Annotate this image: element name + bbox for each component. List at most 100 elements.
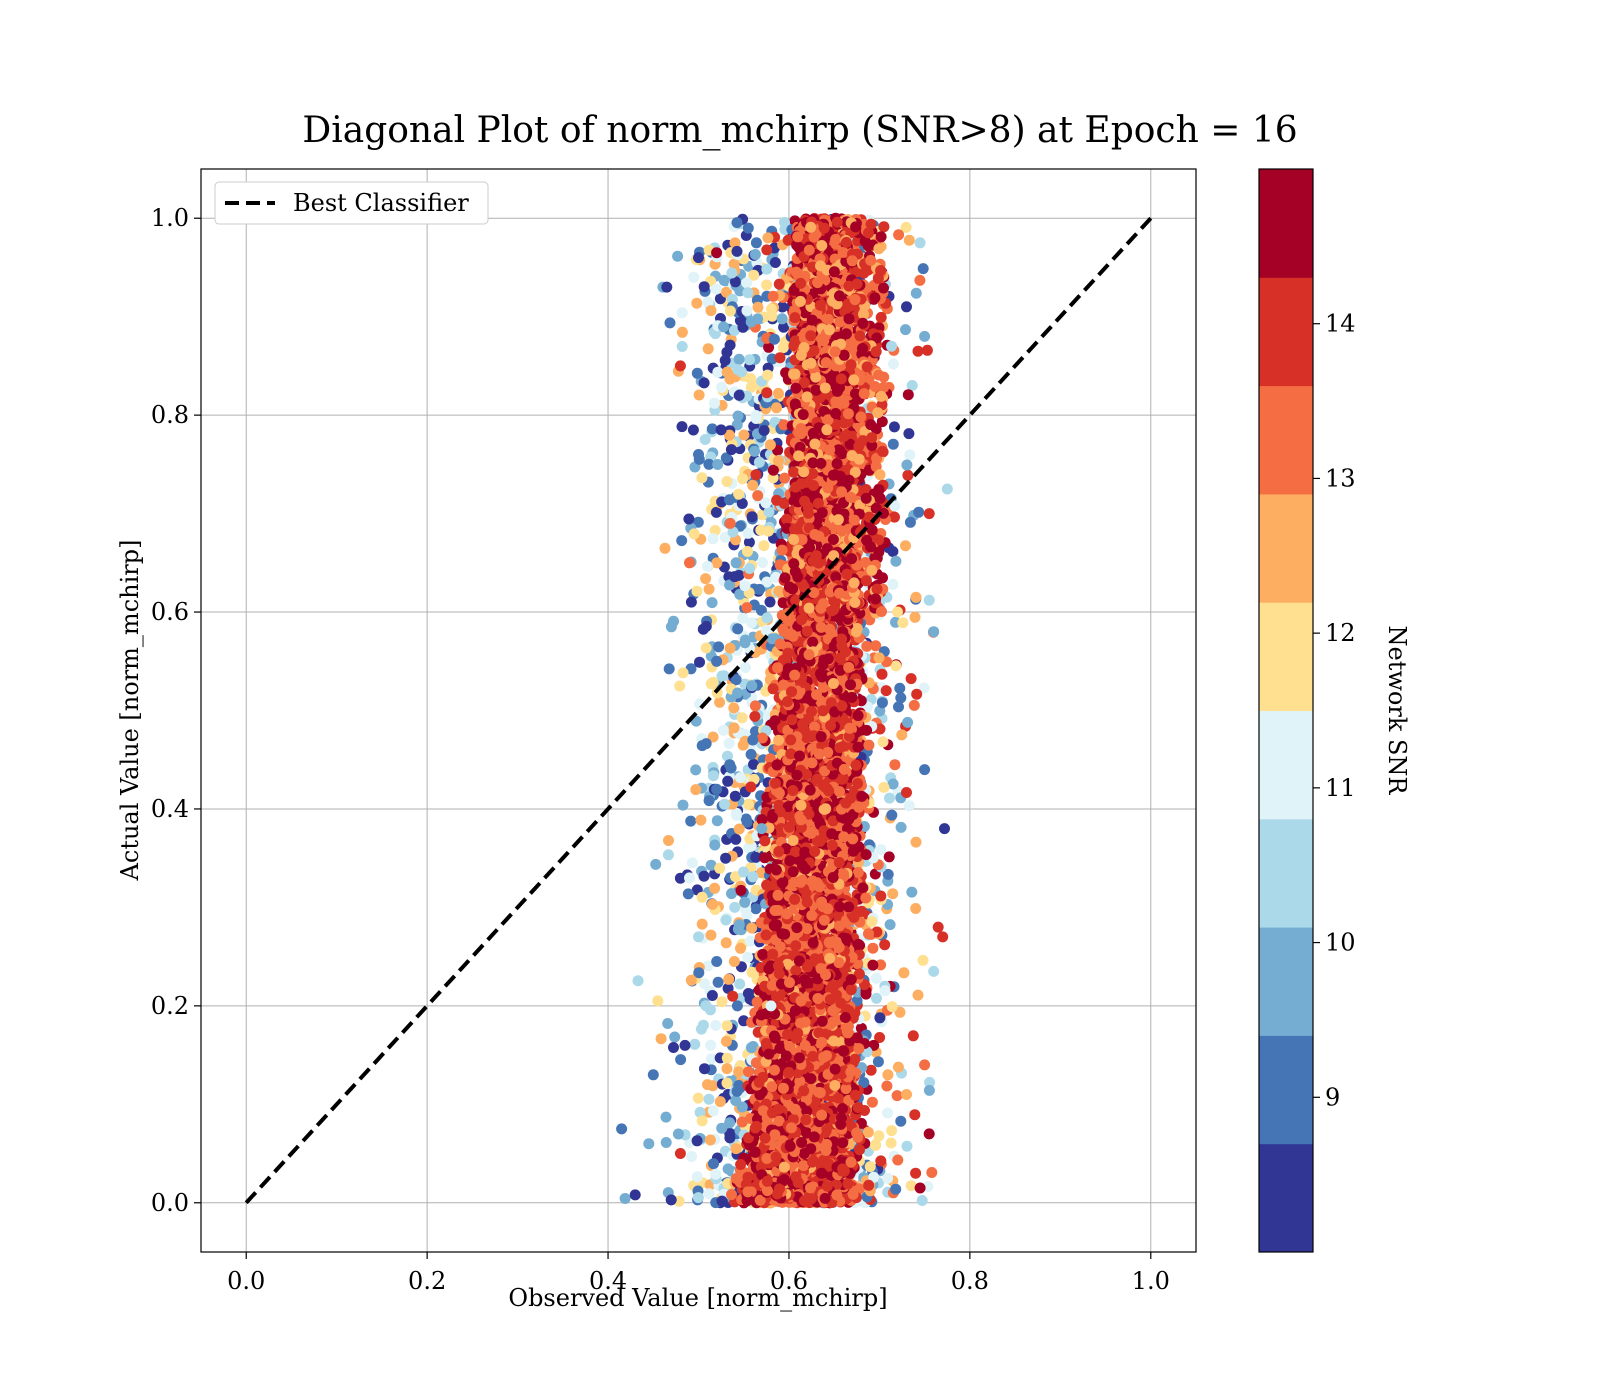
scatter-point [875, 844, 887, 856]
scatter-point [686, 1151, 698, 1162]
scatter-point [870, 1140, 881, 1151]
scatter-point [676, 535, 688, 547]
scatter-point [868, 1171, 880, 1183]
scatter-point [729, 790, 741, 802]
scatter-point [724, 1117, 736, 1129]
scatter-point [748, 269, 760, 281]
scatter-point [764, 596, 776, 608]
scatter-point [871, 926, 883, 938]
scatter-point [905, 673, 917, 685]
scatter-point [727, 990, 739, 1002]
scatter-point [896, 729, 908, 741]
scatter-point [737, 321, 749, 333]
scatter-point [874, 1012, 886, 1024]
scatter-point [888, 421, 900, 433]
scatter-point [718, 724, 729, 736]
scatter-point [890, 660, 902, 672]
scatter-point [750, 851, 762, 863]
scatter-point [720, 452, 732, 464]
scatter-point [778, 419, 790, 431]
scatter-point [782, 234, 794, 246]
scatter-point [707, 731, 719, 743]
scatter-point [744, 563, 756, 574]
scatter-point [703, 1093, 715, 1105]
scatter-point [892, 1061, 904, 1073]
scatter-point [724, 642, 736, 654]
scatter-point [706, 990, 718, 1001]
scatter-point [886, 340, 897, 352]
scatter-point [731, 217, 743, 229]
scatter-point [746, 511, 758, 523]
scatter-point [732, 687, 744, 699]
scatter-point [716, 1195, 728, 1207]
scatter-point [724, 305, 736, 317]
scatter-point [761, 576, 773, 588]
scatter-point [916, 1195, 928, 1206]
scatter-point [721, 1063, 733, 1075]
scatter-point [710, 1168, 722, 1180]
scatter-point [692, 1092, 704, 1104]
scatter-point [650, 858, 662, 870]
scatter-point [911, 688, 923, 700]
scatter-point [724, 373, 736, 385]
scatter-point [702, 560, 713, 572]
scatter-point [870, 972, 882, 984]
scatter-point [747, 871, 759, 883]
scatter-point [744, 354, 755, 366]
scatter-point [926, 1167, 938, 1178]
scatter-point [694, 1106, 706, 1118]
scatter-point [887, 578, 899, 590]
scatter-point [901, 1140, 913, 1152]
scatter-point [706, 423, 718, 435]
scatter-point [672, 1128, 684, 1140]
scatter-point [728, 956, 740, 967]
scatter-point [913, 506, 925, 518]
scatter-point [710, 506, 722, 518]
scatter-point [721, 476, 733, 487]
scatter-point [761, 612, 773, 624]
scatter-point [912, 345, 924, 357]
scatter-point [749, 726, 761, 737]
scatter-point [904, 449, 916, 461]
scatter-point [893, 229, 905, 241]
scatter-point [745, 781, 757, 793]
scatter-point [707, 1105, 719, 1117]
scatter-point [923, 1084, 935, 1096]
scatter-point [742, 546, 753, 557]
scatter-point [882, 1172, 894, 1184]
scatter-point [700, 642, 712, 654]
scatter-point [746, 1042, 757, 1054]
scatter-point [720, 1035, 732, 1047]
scatter-points [616, 212, 953, 1209]
scatter-point [860, 557, 871, 568]
scatter-point [888, 358, 899, 370]
scatter-point [737, 473, 749, 485]
scatter-point [761, 387, 773, 399]
scatter-point [902, 716, 914, 728]
scatter-point [883, 851, 895, 863]
scatter-point [749, 710, 761, 722]
scatter-point [725, 762, 737, 774]
scatter-point [724, 1132, 736, 1144]
scatter-point [704, 1134, 716, 1146]
scatter-point [714, 696, 726, 708]
scatter-point [729, 276, 741, 288]
scatter-point [773, 455, 784, 467]
scatter-point [900, 540, 911, 552]
scatter-point [870, 640, 882, 652]
scatter-point [741, 305, 753, 317]
scatter-point [884, 792, 895, 804]
scatter-point [725, 444, 737, 456]
scatter-point [749, 249, 761, 260]
scatter-point [711, 557, 723, 569]
scatter-point [726, 267, 738, 279]
scatter-point [880, 685, 892, 697]
scatter-point [740, 662, 751, 673]
scatter-point [698, 377, 710, 389]
scatter-point [766, 303, 777, 315]
scatter-point [730, 674, 742, 686]
scatter-point [741, 277, 753, 289]
scatter-point [676, 326, 688, 338]
scatter-point [884, 919, 896, 931]
scatter-point [723, 973, 735, 985]
